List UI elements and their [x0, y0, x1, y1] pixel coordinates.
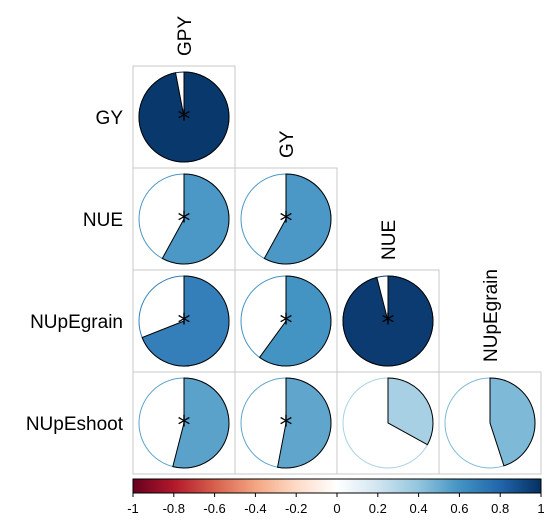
pie-slice — [258, 275, 332, 367]
significance-marker: * — [178, 207, 191, 237]
colorbar-tick-label: -0.6 — [203, 501, 225, 516]
significance-marker: * — [178, 105, 191, 135]
significance-marker: * — [382, 309, 395, 339]
column-label: GY — [277, 130, 298, 158]
significance-marker: * — [280, 309, 293, 339]
significance-marker: * — [280, 207, 293, 237]
colorbar-tick-label: 0.2 — [369, 501, 387, 516]
pie-slice — [387, 377, 434, 446]
colorbar-tick-label: -1 — [127, 501, 139, 516]
colorbar-tick-label: 0.4 — [410, 501, 428, 516]
pie-slice — [161, 173, 230, 265]
colorbar-tick-label: 0.6 — [450, 501, 468, 516]
pie-slice — [172, 377, 230, 469]
pie-slice — [489, 377, 536, 467]
colorbar-tick-label: -0.8 — [163, 501, 185, 516]
pie-slice — [342, 275, 434, 367]
column-label: NUpEgrain — [481, 269, 502, 362]
colorbar-tick-label: -0.2 — [285, 501, 307, 516]
row-label: NUE — [83, 210, 123, 231]
pie-slice — [141, 275, 230, 367]
colorbar — [132, 478, 542, 494]
colorbar-tick-label: 0 — [333, 501, 340, 516]
significance-marker: * — [178, 309, 191, 339]
significance-marker: * — [178, 411, 191, 441]
row-label: GY — [96, 108, 124, 129]
column-label: GPY — [175, 16, 196, 56]
pie-slice — [276, 377, 332, 469]
colorbar-tick-label: -0.4 — [244, 501, 266, 516]
grid-cell — [438, 371, 542, 475]
pie-slice — [138, 71, 230, 163]
pie-slice — [263, 173, 332, 265]
column-label: NUE — [379, 220, 400, 260]
colorbar-tick-label: 1 — [537, 501, 544, 516]
significance-marker: * — [280, 411, 293, 441]
row-label: NUpEgrain — [30, 312, 123, 333]
row-label: NUpEshoot — [26, 414, 124, 435]
colorbar-tick-label: 0.8 — [491, 501, 509, 516]
